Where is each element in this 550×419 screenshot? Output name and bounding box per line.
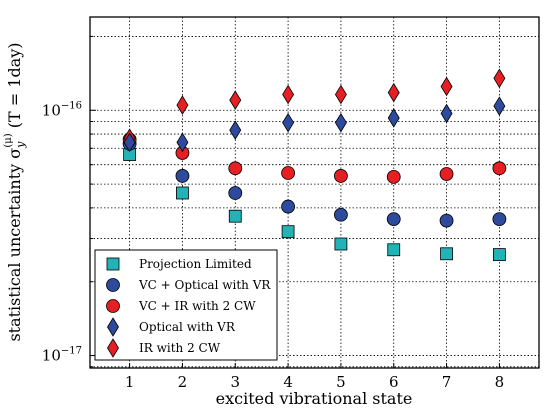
data-point [387,243,401,257]
x-tick-label: 3 [230,373,240,391]
data-point [282,84,295,105]
y-axis-title-sub: y [14,141,27,149]
y-axis-title-tail: (T = 1day) [5,42,24,133]
legend-marker [107,317,119,337]
data-point [228,209,242,223]
y-axis-title-sup: (μ) [3,133,14,147]
data-point [386,212,401,227]
series-diamond-3 [123,96,506,153]
data-point [439,213,454,228]
x-tick-label: 5 [336,373,346,391]
data-point [176,186,189,200]
data-point [175,169,190,183]
x-tick-label: 6 [389,373,399,391]
data-point [492,212,507,227]
data-point [387,108,400,128]
data-point [386,170,401,184]
data-point [492,161,507,176]
data-point [282,112,295,133]
legend-label: Optical with VR [139,320,236,334]
x-tick-label: 4 [283,373,293,391]
data-point [334,84,347,105]
plot-frame [89,16,540,369]
legend-box [94,249,278,361]
data-point [334,207,348,222]
y-tick-label: 10−17 [42,346,82,365]
data-point [334,112,347,133]
x-tick-label: 7 [442,373,452,391]
data-point [176,95,189,115]
legend-label: VC + IR with 2 CW [138,299,256,313]
grid [90,17,539,368]
x-tick-label: 2 [178,373,188,391]
data-point [440,247,453,261]
data-point [123,132,136,153]
data-point [228,161,243,176]
data-point [176,132,189,153]
legend-label: VC + Optical with VR [138,278,271,292]
data-point [281,166,295,180]
ticks: 1 2 3 4 5 6 7 8 10−17 10−16 [42,35,505,391]
data-point [281,225,295,239]
data-point [493,96,506,116]
x-tick-label: 8 [495,373,505,391]
data-point [281,199,295,214]
legend-marker [106,278,120,292]
data-point [334,237,348,251]
data-point [387,82,400,103]
data-point [228,186,243,200]
x-tick-label: 1 [125,373,135,391]
legend-label: IR with 2 CW [139,341,221,355]
legend-marker [106,257,120,271]
y-tick-label: 10−16 [42,100,82,119]
data-point [492,248,506,262]
legend-marker [106,299,120,313]
legend-label: Projection Limited [139,257,252,271]
axis-labels: excited vibrational state statistical un… [3,42,412,408]
legend-marker [107,338,119,358]
series-diamond-4 [123,68,506,148]
legend: Projection Limited VC + Optical with VR VC… [94,249,278,361]
data-point [229,120,242,140]
data-series [122,68,507,262]
data-point [439,167,454,181]
data-point [493,68,506,89]
x-axis-title: excited vibrational state [216,389,413,408]
y-axis-title-main: statistical uncertainty σ [5,148,24,342]
data-point [229,90,242,110]
data-point [440,76,453,97]
y-axis-title: statistical uncertainty σy(μ) (T = 1day) [3,42,27,341]
data-point [334,169,348,183]
data-point [440,103,453,124]
series-square-0 [123,148,506,262]
